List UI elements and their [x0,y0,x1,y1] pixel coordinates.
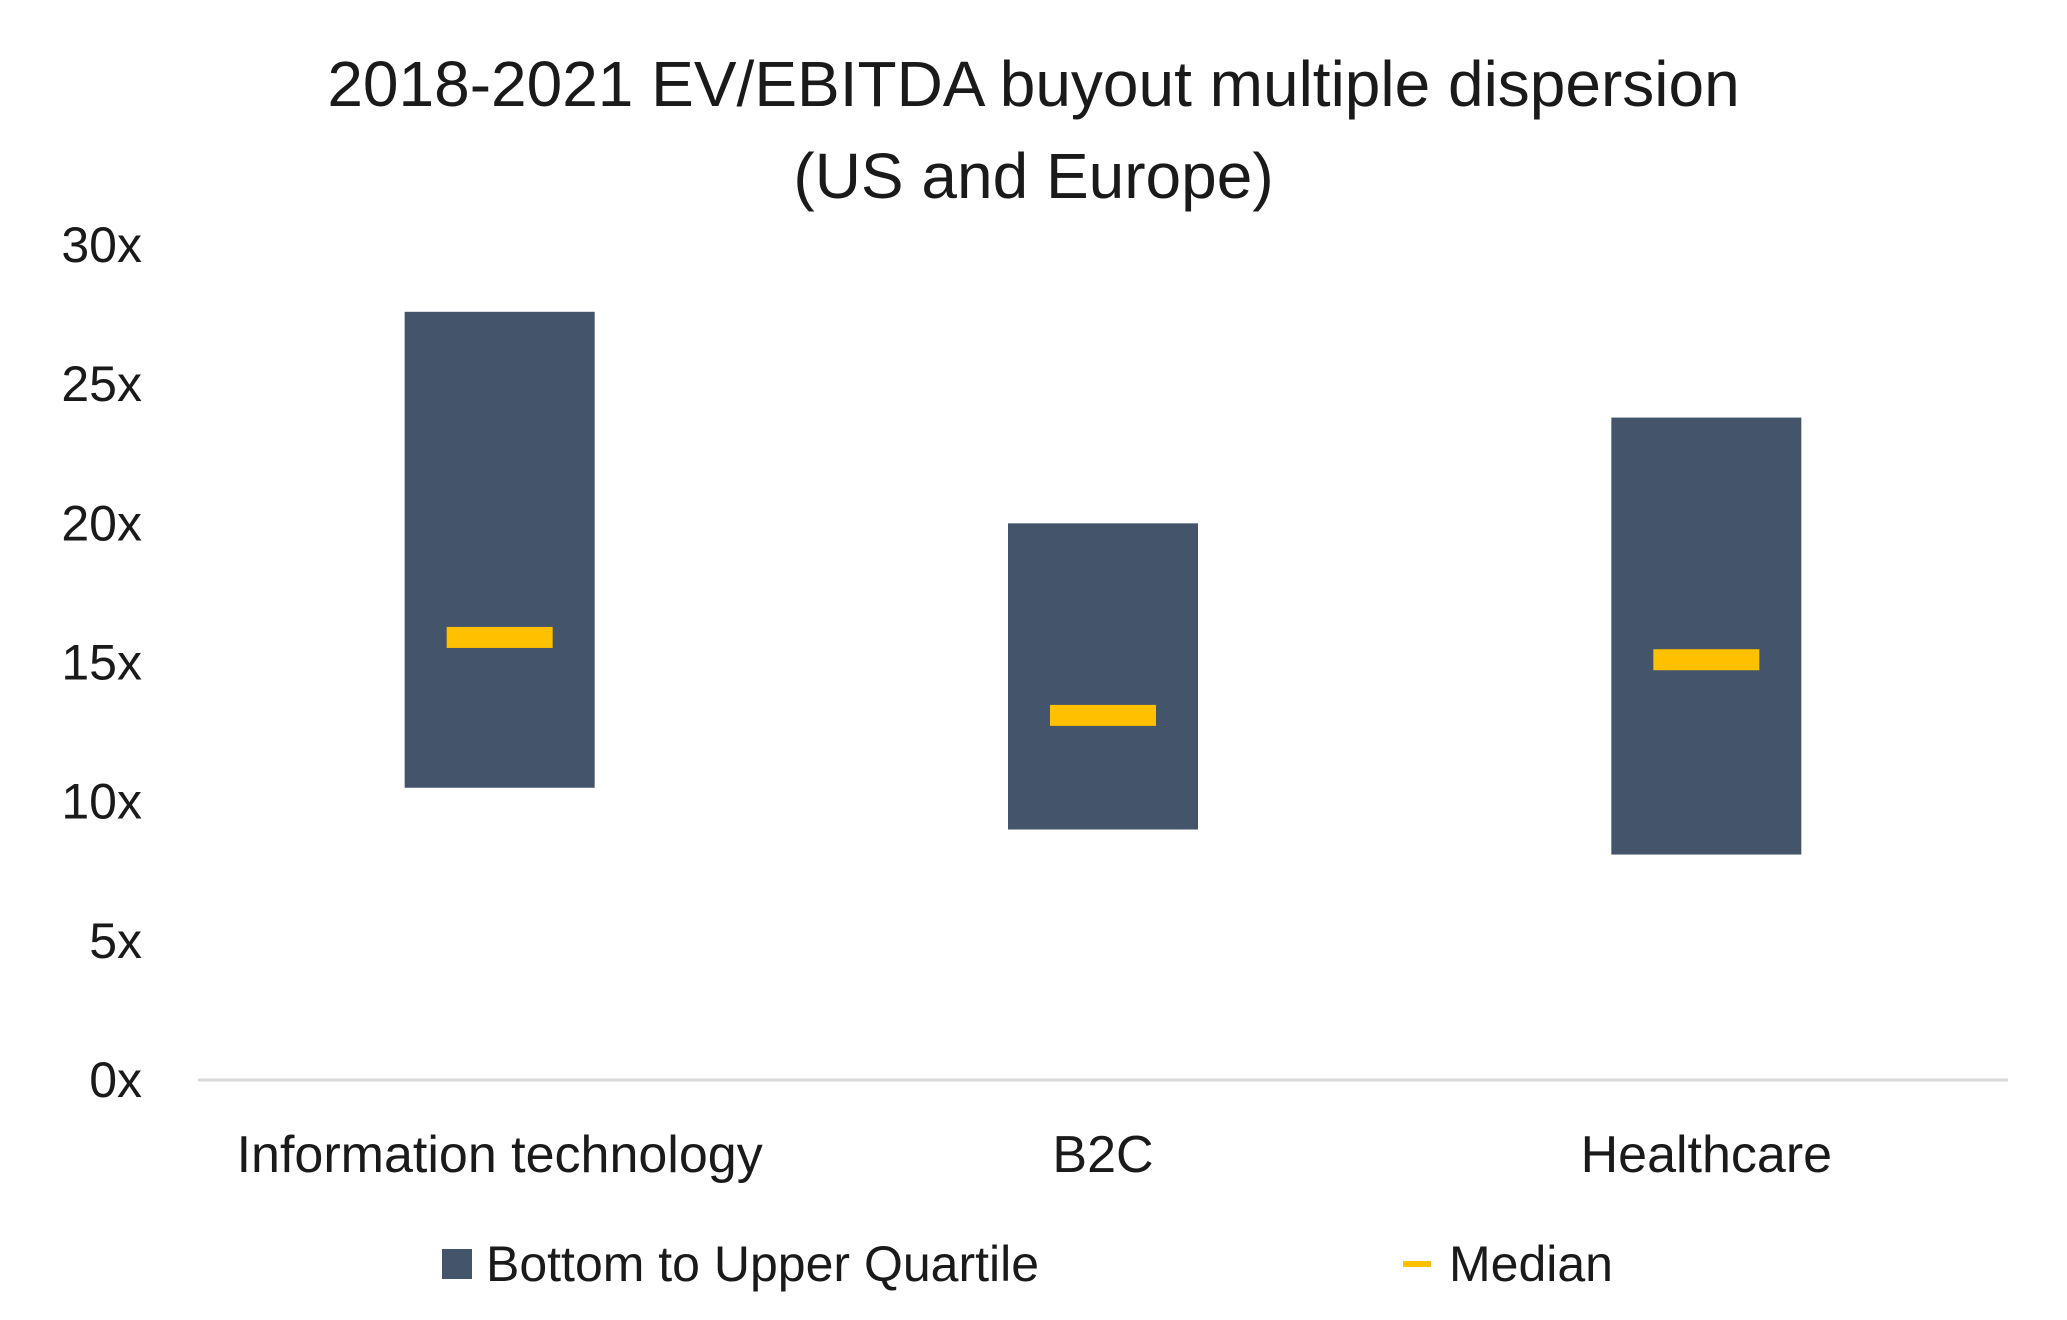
y-tick-label: 0x [89,1052,142,1108]
quartile-bar [1611,417,1802,855]
quartile-bar [1008,523,1198,830]
legend-swatch-median [1403,1261,1431,1267]
y-tick-label: 30x [61,217,142,273]
chart-plot: 0x 5x 10x 15x 20x 25x 30x Information technolog… [61,217,2008,1184]
legend-item-median: Median [1403,1235,1613,1293]
y-tick-label: 5x [89,913,142,969]
y-tick-label: 20x [61,495,142,551]
category-label: B2C [1052,1126,1153,1184]
y-tick-label: 10x [61,774,142,830]
category-label: Information technology [237,1126,763,1184]
median-marker [446,626,553,648]
legend-item-quartile: Bottom to Upper Quartile [442,1235,1039,1293]
chart-legend: Bottom to Upper Quartile Median [0,1235,2067,1305]
y-tick-label: 25x [61,356,142,412]
median-marker [1050,704,1156,726]
median-marker [1653,649,1760,671]
legend-label-quartile: Bottom to Upper Quartile [486,1236,1040,1292]
quartile-bar [404,311,595,788]
chart-title: 2018-2021 EV/EBITDA buyout multiple disp… [0,38,2067,222]
y-tick-label: 15x [61,635,142,691]
legend-label-median: Median [1449,1236,1613,1292]
legend-swatch-quartile [442,1249,472,1279]
category-label: Healthcare [1581,1126,1832,1184]
chart-title-line-1: 2018-2021 EV/EBITDA buyout multiple disp… [327,48,1740,120]
chart-title-line-2: (US and Europe) [793,140,1274,212]
